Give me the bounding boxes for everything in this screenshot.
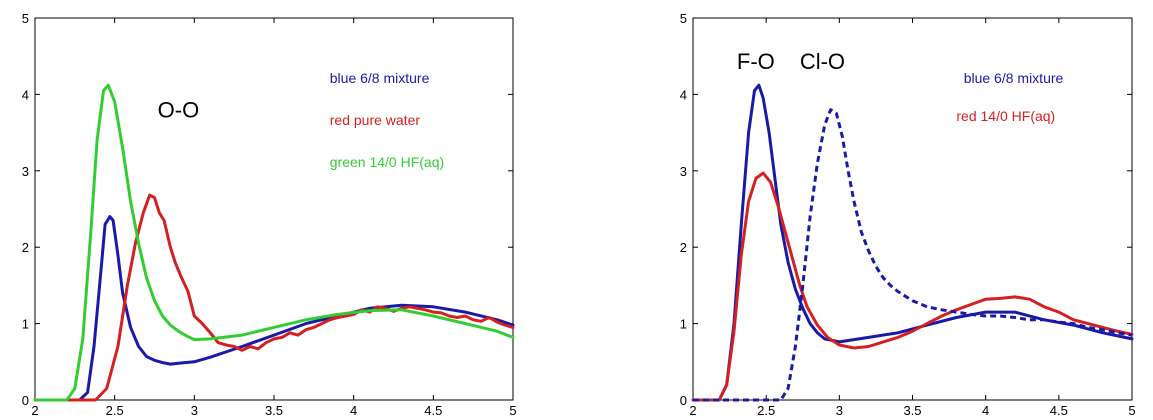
annotation-label: red pure water [330, 112, 421, 128]
annotation-label: O-O [158, 97, 200, 122]
annotation-label: F-O [737, 49, 775, 74]
y-tick-label: 1 [22, 317, 29, 332]
x-tick-label: 3.5 [265, 403, 283, 418]
y-tick-label: 1 [680, 317, 687, 332]
plot-frame [692, 17, 1133, 401]
x-tick-label: 2.5 [757, 403, 775, 418]
plot-frame [34, 17, 514, 401]
annotation-label: blue 6/8 mixture [964, 70, 1064, 86]
y-tick-label: 5 [680, 11, 687, 26]
x-tick-label: 4 [982, 403, 989, 418]
x-tick-label: 4 [350, 403, 357, 418]
chart-panel-oo: 2 2.5 3 3.5 4 4.5 5 0 1 2 3 4 5 O-O blue 6/8 mixture re… [22, 11, 517, 418]
series-line-2 [33, 83, 515, 402]
annotation-label: red 14/0 HF(aq) [956, 108, 1055, 124]
series-line-1 [33, 193, 515, 402]
series-line-0 [691, 83, 1134, 402]
x-tick-label: 3.5 [903, 403, 921, 418]
y-tick-label: 0 [22, 393, 29, 408]
x-tick-label: 3 [836, 403, 843, 418]
y-tick-label: 2 [22, 240, 29, 255]
annotation-label: blue 6/8 mixture [330, 70, 430, 86]
y-tick-label: 0 [680, 393, 687, 408]
series-line-0 [33, 215, 515, 402]
y-tick-label: 2 [680, 240, 687, 255]
chart-panel-fo-clo: 2 2.5 3 3.5 4 4.5 5 0 1 2 3 4 5 F-O Cl-O blue 6/8 mixtu… [680, 11, 1136, 418]
x-tick-label: 5 [1128, 403, 1135, 418]
x-tick-label: 3 [191, 403, 198, 418]
x-tick-label: 4.5 [1050, 403, 1068, 418]
annotation-label: green 14/0 HF(aq) [330, 154, 444, 170]
y-tick-label: 4 [22, 87, 29, 102]
y-tick-label: 4 [680, 87, 687, 102]
x-tick-label: 2 [31, 403, 38, 418]
x-tick-label: 2.5 [106, 403, 124, 418]
x-tick-label: 4.5 [424, 403, 442, 418]
annotation-label: Cl-O [800, 49, 845, 74]
y-tick-label: 5 [22, 11, 29, 26]
x-tick-label: 5 [509, 403, 516, 418]
y-tick-label: 3 [680, 164, 687, 179]
y-tick-label: 3 [22, 164, 29, 179]
series-line-2 [693, 108, 1133, 402]
series-line-1 [691, 171, 1134, 402]
x-tick-label: 2 [689, 403, 696, 418]
